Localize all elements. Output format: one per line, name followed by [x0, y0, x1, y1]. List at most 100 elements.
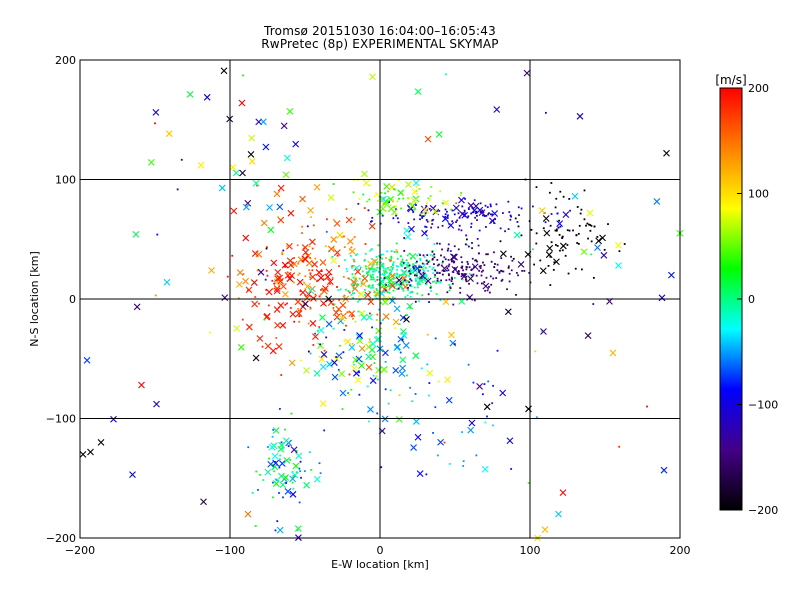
data-point-x-marker — [287, 209, 295, 217]
data-point-dot — [289, 307, 292, 309]
data-point-dot — [453, 267, 456, 269]
data-point-dot — [492, 424, 494, 427]
data-point-dot — [156, 233, 159, 236]
data-point-x-marker — [333, 355, 341, 363]
data-point-dot — [375, 294, 377, 296]
data-point-dot — [412, 269, 415, 271]
data-point-dot — [470, 212, 473, 215]
data-point-dot — [504, 230, 506, 233]
data-point-dot — [397, 221, 400, 224]
data-point-dot — [405, 259, 408, 262]
data-point-dot — [226, 275, 229, 278]
data-point-dot — [435, 293, 438, 295]
data-point-dot — [342, 275, 345, 278]
data-point-x-marker — [267, 460, 275, 468]
data-point-dot — [476, 282, 479, 285]
data-point-dot — [284, 303, 287, 306]
data-point-dot — [309, 307, 312, 310]
data-point-x-marker — [304, 283, 311, 290]
data-point-dot — [386, 288, 389, 291]
data-point-dot — [412, 211, 415, 213]
data-point-x-marker — [299, 289, 307, 296]
data-point-x-marker — [330, 257, 338, 265]
data-point-dot — [376, 276, 379, 278]
data-point-dot — [416, 254, 419, 257]
data-point-dot — [467, 245, 470, 248]
data-point-dot — [402, 281, 404, 284]
data-point-x-marker — [543, 229, 551, 237]
data-point-x-marker — [129, 471, 136, 479]
data-point-dot — [376, 266, 379, 269]
data-point-dot — [389, 260, 392, 262]
data-point-dot — [292, 475, 295, 477]
data-point-dot — [468, 272, 471, 275]
data-point-dot — [390, 255, 393, 258]
data-point-dot — [447, 259, 450, 261]
data-point-x-marker — [271, 452, 279, 460]
data-point-dot — [457, 248, 460, 251]
data-point-x-marker — [332, 309, 340, 316]
data-point-dot — [355, 277, 357, 280]
data-point-dot — [416, 286, 419, 289]
data-point-dot — [430, 226, 433, 229]
data-point-dot — [290, 412, 293, 415]
data-point-dot — [405, 266, 408, 269]
data-point-dot — [474, 212, 477, 215]
data-point-dot — [436, 259, 439, 261]
data-point-dot — [583, 189, 586, 192]
data-point-dot — [332, 248, 335, 250]
data-point-x-marker — [242, 277, 249, 285]
data-point-dot — [308, 269, 311, 272]
x-tick-label: 200 — [670, 544, 691, 557]
data-point-dot — [577, 242, 580, 245]
data-point-dot — [392, 261, 395, 263]
data-point-x-marker — [471, 263, 479, 271]
data-point-x-marker — [360, 280, 367, 288]
data-point-dot — [431, 280, 434, 283]
data-point-x-marker — [278, 472, 285, 480]
x-tick-label: −200 — [65, 544, 95, 557]
data-point-dot — [368, 420, 370, 423]
data-point-dot — [370, 220, 372, 223]
data-point-dot — [368, 341, 371, 344]
data-point-dot — [318, 462, 321, 465]
data-point-dot — [485, 253, 488, 256]
data-point-dot — [247, 446, 250, 449]
data-point-dot — [380, 261, 382, 264]
data-point-dot — [370, 267, 373, 270]
data-point-x-marker — [412, 352, 420, 360]
data-point-dot — [518, 214, 520, 217]
data-point-x-marker — [426, 369, 434, 377]
data-point-x-marker — [397, 189, 405, 197]
data-point-dot — [314, 293, 317, 296]
data-point-dot — [414, 277, 417, 280]
data-point-dot — [510, 255, 512, 258]
data-point-dot — [369, 184, 371, 187]
data-point-x-marker — [280, 122, 288, 130]
data-point-x-marker — [382, 349, 389, 357]
data-point-dot — [460, 192, 463, 194]
data-point-x-marker — [233, 324, 241, 332]
data-point-dot — [390, 257, 393, 260]
data-point-dot — [464, 273, 466, 275]
data-point-dot — [402, 263, 405, 266]
data-point-dot — [387, 283, 390, 286]
data-point-dot — [510, 215, 513, 218]
data-point-dot — [393, 206, 396, 209]
data-point-dot — [483, 215, 486, 217]
data-point-dot — [436, 209, 438, 212]
data-point-dot — [335, 356, 338, 358]
data-point-dot — [415, 279, 418, 282]
data-point-x-marker — [365, 343, 373, 351]
data-point-dot — [396, 200, 399, 203]
data-point-dot — [575, 234, 578, 237]
data-point-dot — [388, 291, 391, 294]
data-point-x-marker — [402, 283, 409, 291]
data-point-dot — [389, 204, 392, 207]
data-point-dot — [319, 293, 322, 296]
data-point-dot — [437, 280, 440, 283]
data-point-dot — [447, 243, 450, 246]
data-point-dot — [462, 460, 465, 463]
data-point-dot — [471, 268, 473, 271]
data-point-dot — [332, 183, 335, 185]
